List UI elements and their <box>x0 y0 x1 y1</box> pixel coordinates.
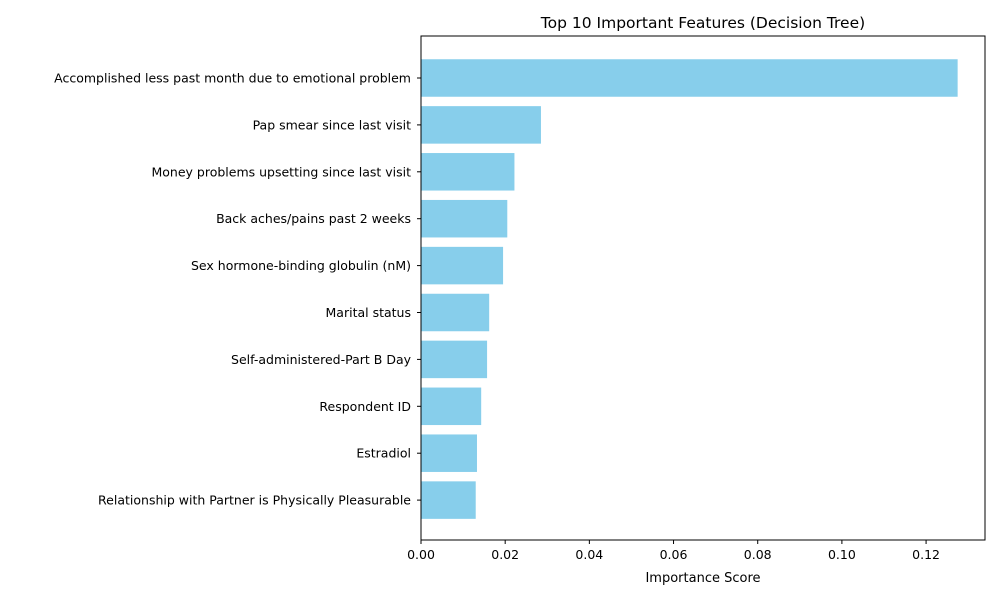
x-axis-title: Importance Score <box>645 571 760 586</box>
plot-frame <box>420 35 986 541</box>
y-tick-label: Respondent ID <box>319 399 411 414</box>
bar <box>421 293 490 332</box>
x-tick-label: 0.00 <box>407 547 435 562</box>
y-tick-label: Money problems upsetting since last visi… <box>151 164 411 179</box>
bar <box>421 481 476 519</box>
y-tick-label: Estradiol <box>356 446 411 461</box>
bar <box>421 246 504 285</box>
x-tick-label: 0.02 <box>491 547 519 562</box>
y-tick-label: Back aches/pains past 2 weeks <box>216 211 411 226</box>
x-ticks: 0.00 0.02 0.04 0.06 0.08 0.10 0.12 <box>407 540 940 562</box>
bar <box>421 434 477 472</box>
bar <box>421 153 515 191</box>
x-tick-label: 0.08 <box>744 547 772 562</box>
bar <box>421 106 541 144</box>
y-tick-label: Marital status <box>326 305 411 320</box>
y-tick-label: Sex hormone-binding globulin (nM) <box>191 258 411 273</box>
y-tick-label: Accomplished less past month due to emot… <box>54 71 411 86</box>
x-tick-label: 0.06 <box>660 547 688 562</box>
bar <box>421 387 482 426</box>
y-tick-labels: Accomplished less past month due to emot… <box>54 71 421 508</box>
bar <box>421 59 958 97</box>
chart-title: Top 10 Important Features (Decision Tree… <box>540 14 865 32</box>
x-tick-label: 0.10 <box>828 547 856 562</box>
x-tick-label: 0.12 <box>912 547 940 562</box>
y-tick-label: Relationship with Partner is Physically … <box>98 493 411 508</box>
x-tick-label: 0.04 <box>575 547 603 562</box>
bar <box>421 199 508 238</box>
y-tick-label: Pap smear since last visit <box>253 117 412 132</box>
y-tick-label: Self-administered-Part B Day <box>231 352 412 367</box>
bars-group <box>421 59 958 519</box>
bar <box>421 340 488 379</box>
